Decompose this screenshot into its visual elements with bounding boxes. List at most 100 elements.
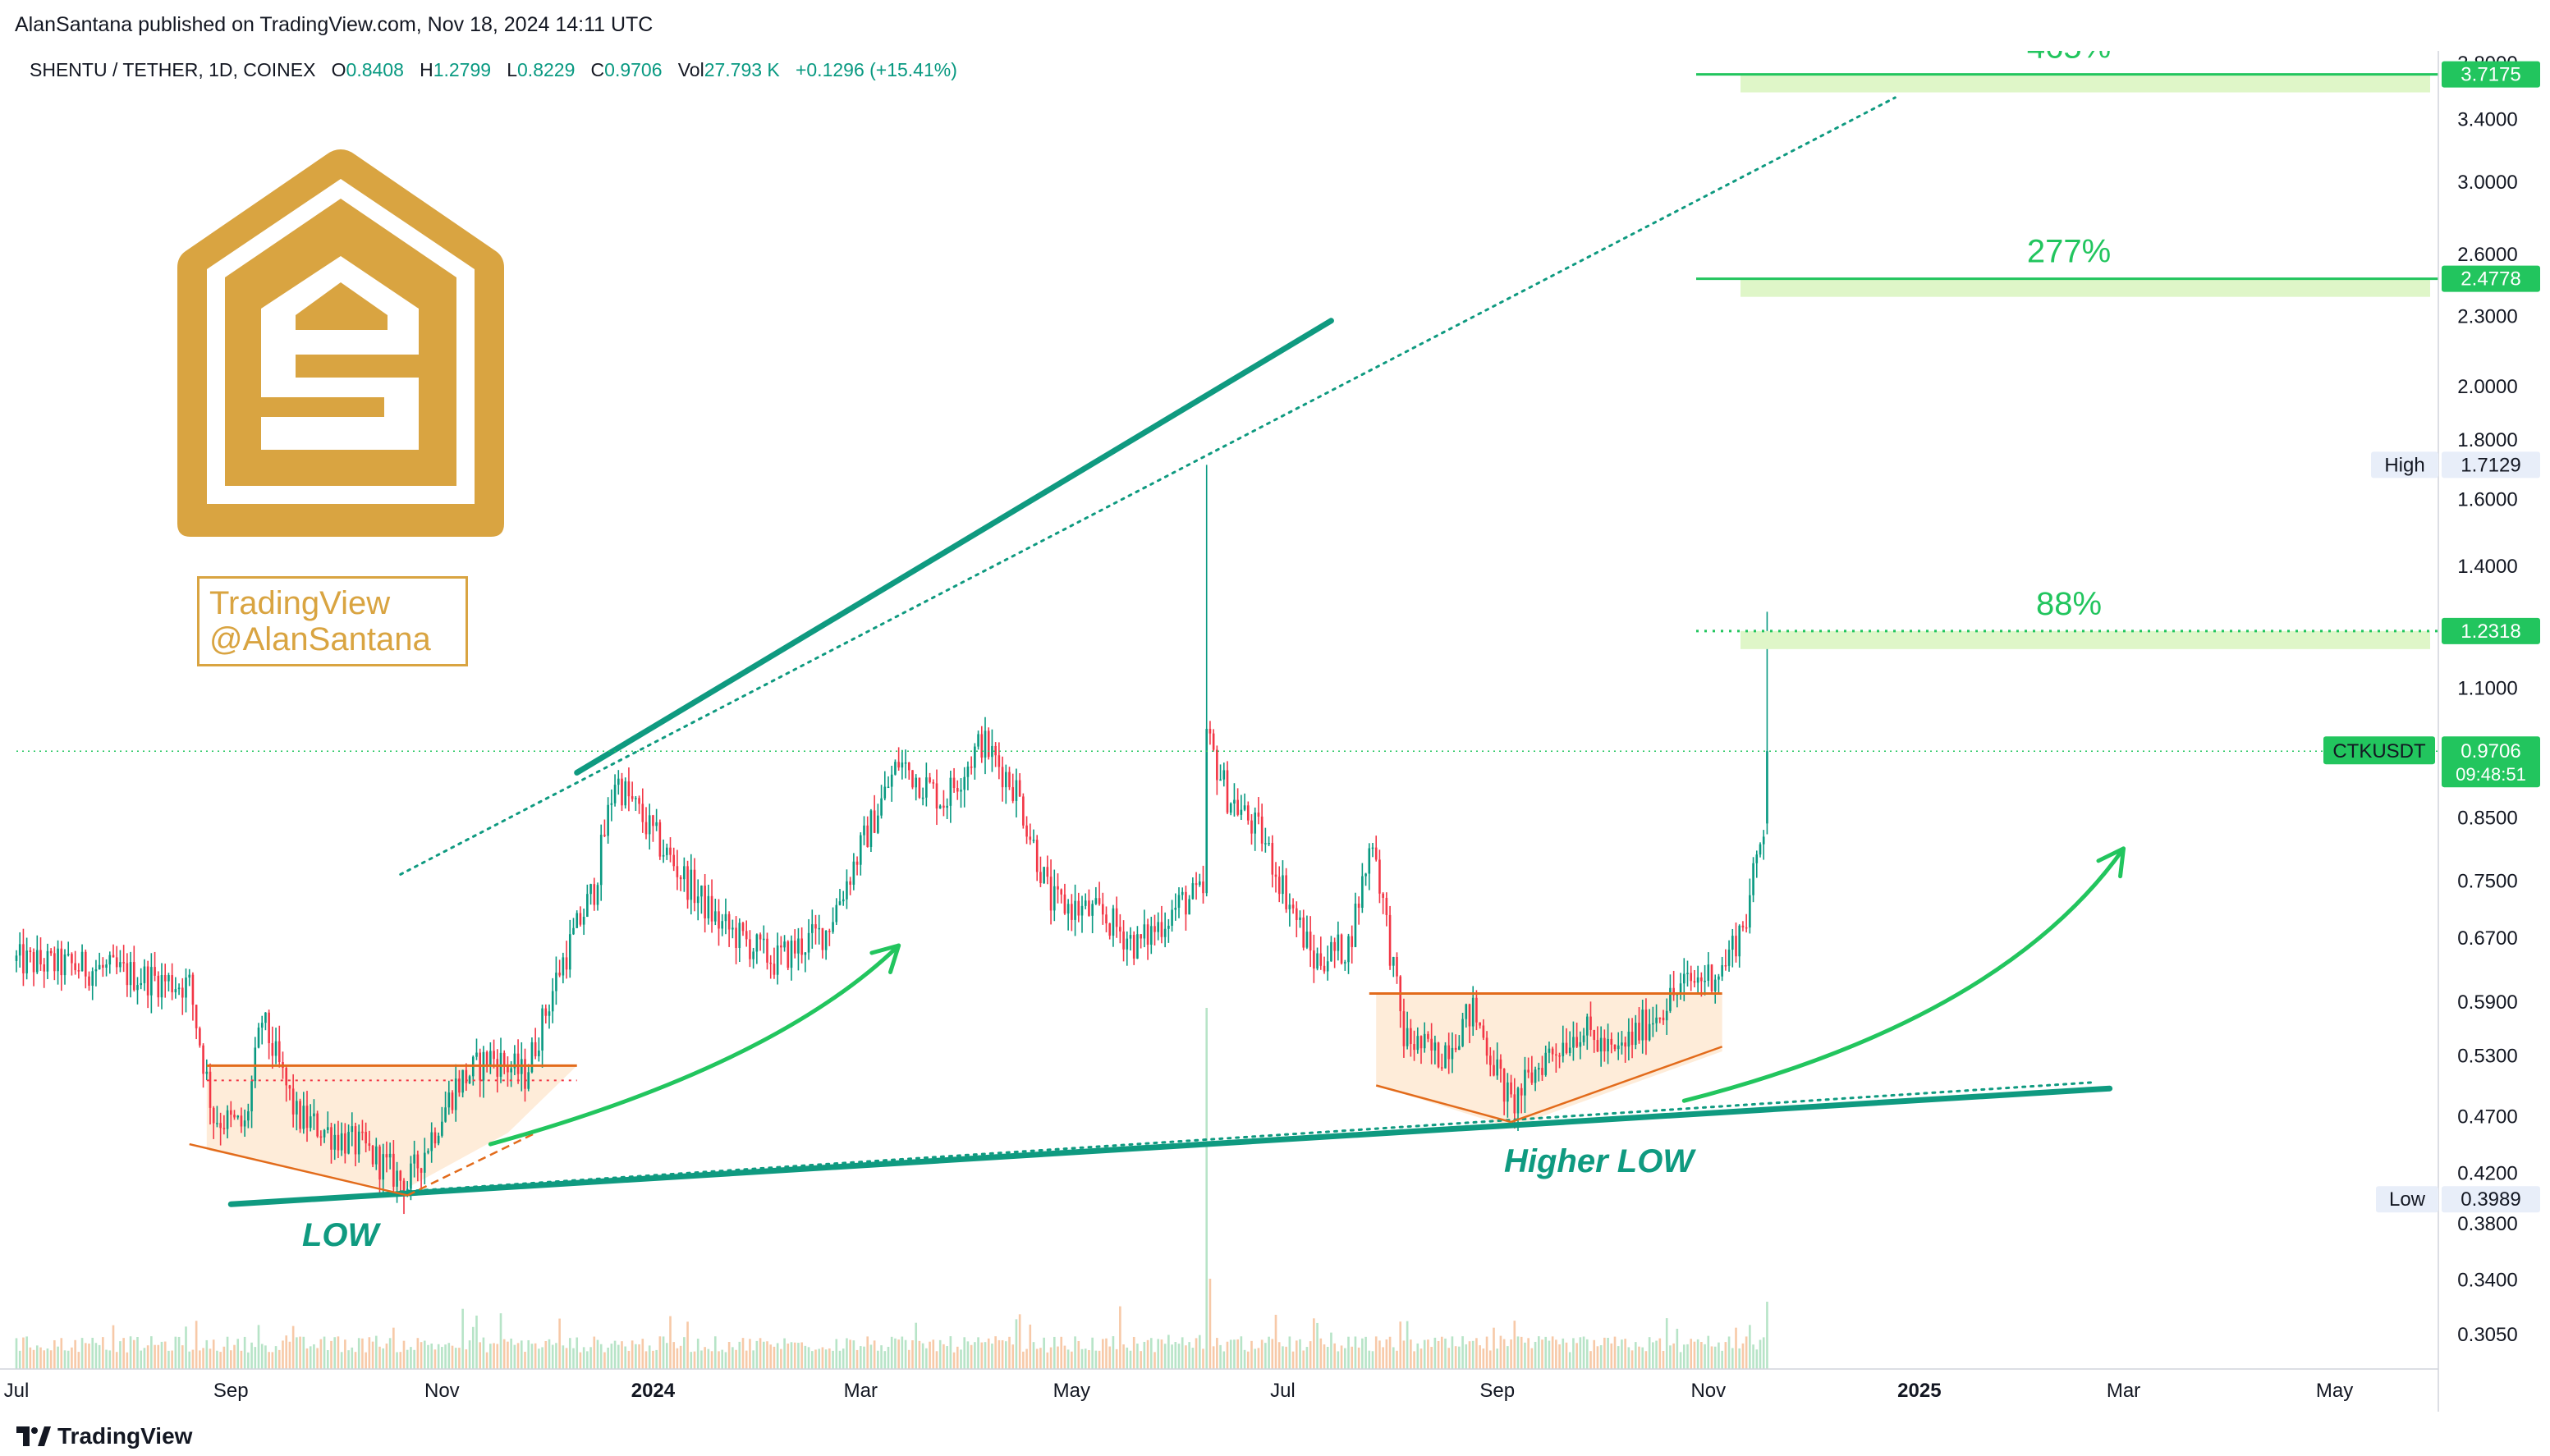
arrowhead-icon: [869, 943, 901, 974]
x-tick-label: 2024: [631, 1380, 676, 1402]
volume-bar: [700, 1350, 703, 1369]
x-tick-label: Sep: [1479, 1380, 1515, 1402]
candle-body: [1513, 1094, 1516, 1114]
candle-body: [1582, 1035, 1585, 1042]
volume-bar: [271, 1352, 274, 1369]
candle-body: [1208, 729, 1212, 734]
candle-body: [821, 927, 824, 950]
candle-body: [1749, 895, 1751, 928]
candle-body: [883, 786, 887, 799]
candle-body: [904, 762, 907, 764]
volume-bar: [323, 1336, 326, 1369]
candle-body: [1541, 1068, 1543, 1075]
candle-body: [240, 1115, 243, 1127]
volume-bar: [77, 1352, 80, 1369]
candle-body: [1046, 867, 1049, 877]
candle-body: [396, 1170, 398, 1187]
candles-layer: [15, 465, 1768, 1215]
volume-bar: [1357, 1347, 1360, 1369]
candle-body: [313, 1113, 315, 1117]
symbol-name[interactable]: SHENTU / TETHER, 1D, COINEX: [30, 59, 316, 80]
candle-body: [925, 777, 928, 798]
volume-bar: [1077, 1341, 1080, 1369]
candle-body: [1243, 805, 1246, 810]
candle-body: [984, 730, 987, 758]
candle-body: [842, 899, 845, 902]
y-tick-label: 2.6000: [2457, 244, 2517, 266]
volume-bar: [915, 1322, 918, 1369]
y-tick-label: 1.4000: [2457, 556, 2517, 578]
target-2-tag: [2442, 265, 2540, 292]
volume-bar: [1174, 1342, 1177, 1369]
candle-body: [859, 835, 862, 865]
volume-bar: [427, 1344, 429, 1369]
candle-body: [392, 1153, 395, 1187]
volume-bar: [88, 1344, 90, 1369]
volume-bar: [821, 1347, 824, 1369]
candle-body: [1468, 1004, 1471, 1027]
candle-body: [1236, 799, 1239, 815]
volume-label: Vol: [677, 59, 704, 80]
candle-body: [693, 869, 696, 904]
candle-body: [1682, 973, 1685, 984]
candle-body: [797, 938, 800, 954]
volume-bar: [1502, 1339, 1506, 1369]
candle-body: [1562, 1042, 1565, 1056]
candle-body: [1112, 908, 1115, 936]
volume-bar: [710, 1351, 713, 1369]
candle-body: [635, 798, 637, 799]
volume-bar: [1471, 1340, 1475, 1369]
volume-bar: [354, 1352, 357, 1369]
volume-bar: [1440, 1336, 1443, 1369]
volume-bar: [576, 1337, 579, 1369]
candle-body: [458, 1078, 461, 1093]
candle-body: [624, 781, 627, 806]
volume-bar: [1396, 1350, 1398, 1369]
volume-bar: [1368, 1350, 1371, 1369]
volume-bar: [516, 1343, 520, 1369]
footer-brand-label: TradingView: [57, 1423, 193, 1449]
volume-bar: [596, 1339, 599, 1369]
candle-body: [610, 803, 613, 805]
volume-bar: [572, 1348, 575, 1369]
candle-body: [1621, 1042, 1623, 1046]
candle-body: [1507, 1082, 1509, 1102]
candle-body: [963, 776, 966, 790]
candle-body: [260, 1023, 264, 1028]
candle-body: [441, 1121, 443, 1136]
candle-body: [163, 975, 167, 982]
volume-bar: [388, 1338, 392, 1369]
symbol-tag-label: CTKUSDT: [2332, 740, 2426, 762]
volume-bar: [454, 1348, 457, 1369]
volume-bar: [202, 1348, 204, 1369]
candle-body: [1181, 891, 1184, 895]
candle-body: [1105, 914, 1108, 924]
volume-bar: [35, 1345, 39, 1369]
candle-body: [832, 922, 834, 932]
volume-bar: [458, 1348, 461, 1369]
candle-body: [704, 886, 706, 918]
candle-body: [60, 948, 63, 976]
candle-body: [938, 805, 942, 809]
footer-brand[interactable]: TradingView: [16, 1423, 192, 1449]
volume-bar: [226, 1336, 229, 1369]
candle-body: [818, 927, 821, 930]
candle-body: [1233, 799, 1236, 804]
volume-bar: [738, 1341, 741, 1369]
volume-bar: [1364, 1336, 1367, 1369]
volume-bar: [177, 1336, 181, 1369]
candle-body: [319, 1136, 323, 1138]
volume-bar: [285, 1335, 288, 1369]
candle-body: [1025, 825, 1028, 837]
volume-bar: [146, 1345, 149, 1369]
volume-bar: [551, 1344, 554, 1369]
target-3-percent: 465%: [2027, 51, 2111, 66]
candle-body: [644, 822, 648, 835]
x-tick-label: Mar: [2107, 1380, 2140, 1402]
volume-bar: [423, 1340, 426, 1369]
volume-bar: [1084, 1348, 1087, 1369]
target-2-percent: 277%: [2027, 234, 2111, 270]
volume-bar: [1419, 1348, 1423, 1369]
